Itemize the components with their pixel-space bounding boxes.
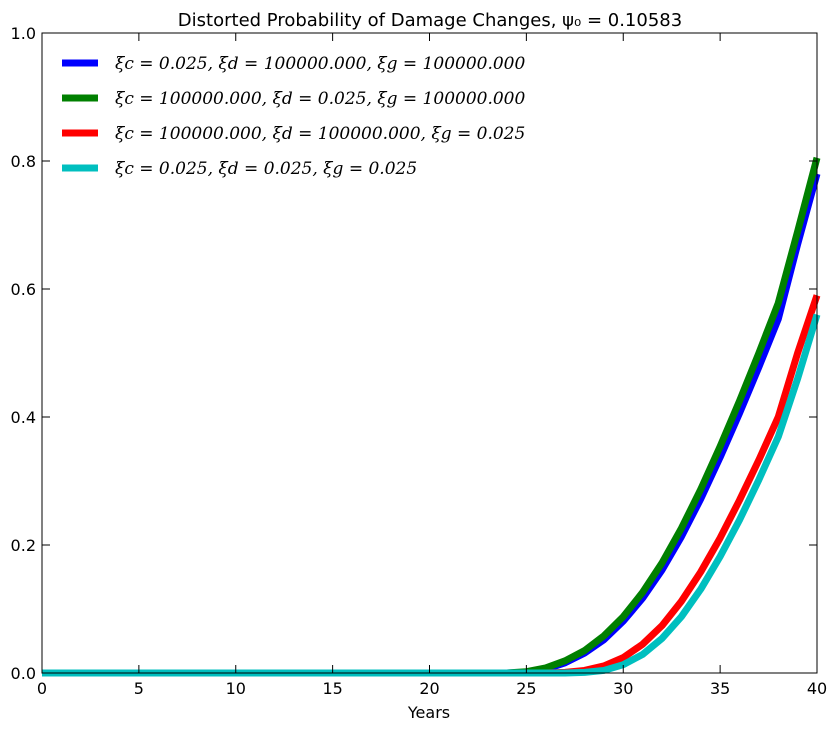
x-axis-label: Years — [407, 703, 450, 722]
axis-ticks: 0 5 10 15 20 25 30 35 40 0.0 0.2 0.4 0.6 0.8 1.0 — [11, 24, 828, 698]
series-line-2 — [42, 156, 821, 677]
x-tick-label: 40 — [807, 679, 827, 698]
y-tick-label: 0.4 — [11, 408, 36, 427]
y-tick-label: 0.8 — [11, 152, 36, 171]
y-tick-label: 0.0 — [11, 664, 36, 683]
x-tick-label: 35 — [710, 679, 730, 698]
series-line-1 — [42, 172, 821, 677]
x-tick-label: 15 — [322, 679, 342, 698]
y-tick-label: 0.2 — [11, 536, 36, 555]
x-tick-label: 10 — [226, 679, 246, 698]
x-tick-label: 5 — [134, 679, 144, 698]
chart-title: Distorted Probability of Damage Changes,… — [178, 10, 682, 31]
legend-label-4: ξc = 0.025, ξd = 0.025, ξg = 0.025 — [115, 159, 417, 179]
x-tick-label: 30 — [613, 679, 633, 698]
legend-label-3: ξc = 100000.000, ξd = 100000.000, ξg = 0… — [115, 124, 525, 144]
x-tick-label: 0 — [37, 679, 47, 698]
x-tick-label: 25 — [516, 679, 536, 698]
y-tick-label: 1.0 — [11, 24, 36, 43]
x-tick-label: 20 — [419, 679, 439, 698]
series-lines — [42, 156, 821, 677]
legend: ξc = 0.025, ξd = 100000.000, ξg = 100000… — [62, 54, 525, 179]
legend-label-1: ξc = 0.025, ξd = 100000.000, ξg = 100000… — [115, 54, 525, 74]
y-tick-label: 0.6 — [11, 280, 36, 299]
legend-label-2: ξc = 100000.000, ξd = 0.025, ξg = 100000… — [115, 89, 525, 109]
